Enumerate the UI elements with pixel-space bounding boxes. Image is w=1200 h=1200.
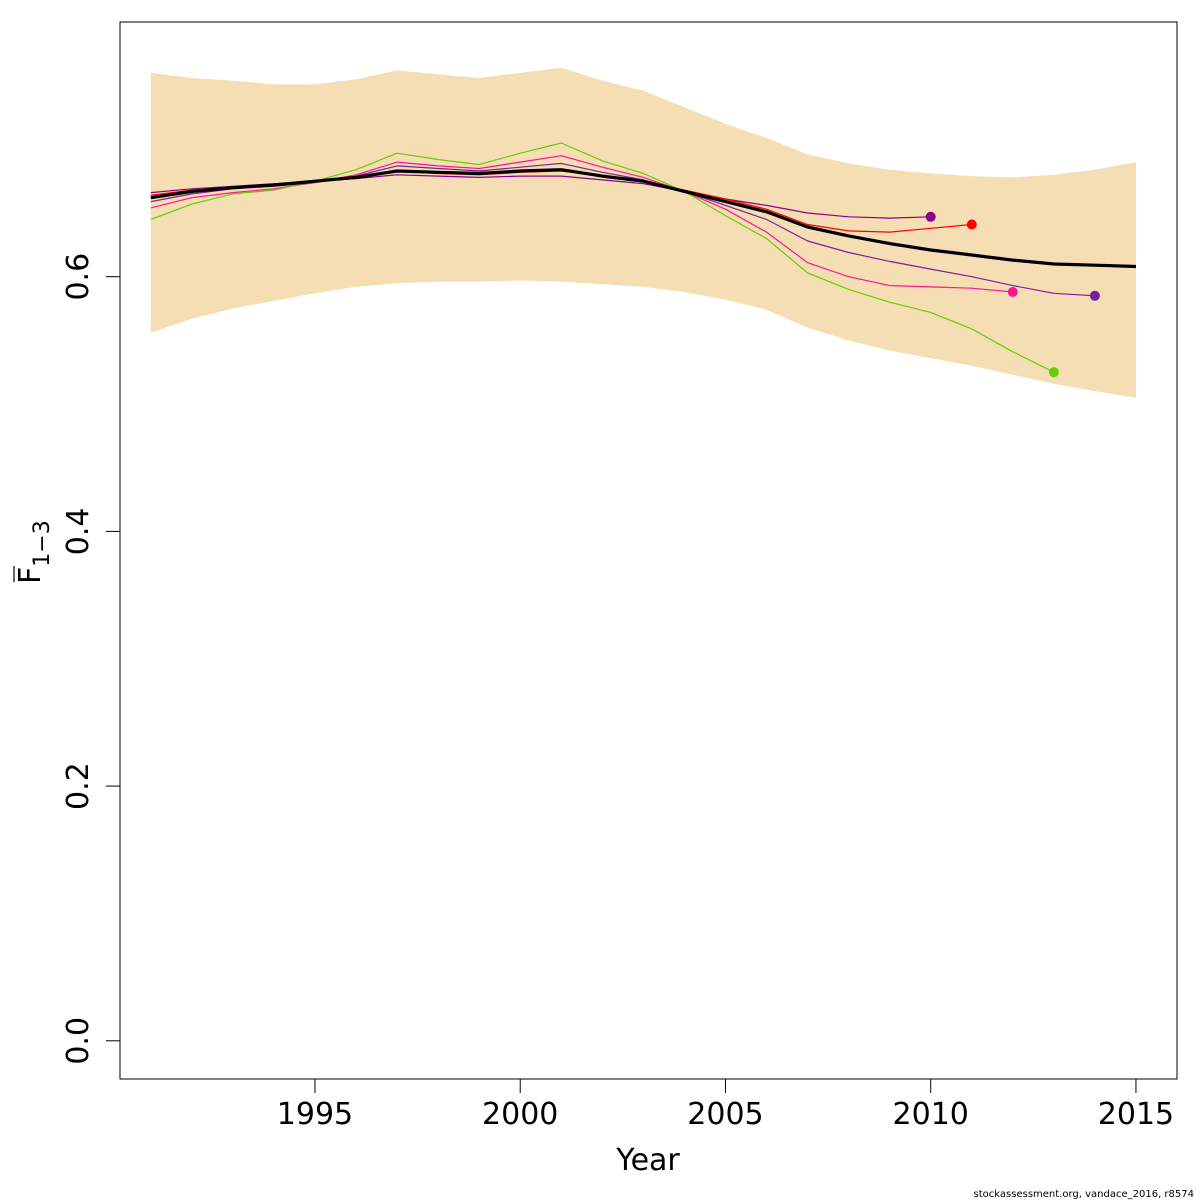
x-axis: 1995 2000 2005 2010 2015 xyxy=(277,1078,1174,1132)
series-group xyxy=(150,142,1137,378)
y-tick-label: 0.0 xyxy=(61,1017,96,1065)
series-endpoint-5 xyxy=(1089,290,1100,301)
series-endpoint-3 xyxy=(1007,287,1018,297)
y-tick-label: 0.2 xyxy=(61,762,96,810)
x-axis-title: Year xyxy=(615,1143,680,1178)
footer-credit: stockassessment.org, vandace_2016, r8574 xyxy=(974,1189,1194,1200)
y-axis-title-main: F1−3 xyxy=(13,520,55,584)
x-tick-label: 2000 xyxy=(482,1097,558,1132)
x-tick-label: 1995 xyxy=(277,1097,353,1132)
confidence-band xyxy=(150,67,1137,398)
x-tick-label: 2015 xyxy=(1098,1097,1174,1132)
y-axis: 0.0 0.2 0.4 0.6 xyxy=(61,253,121,1065)
x-tick-label: 2005 xyxy=(687,1097,763,1132)
series-endpoint-2 xyxy=(966,219,977,230)
series-endpoint-1 xyxy=(925,211,936,222)
y-axis-title: F1−3 xyxy=(13,520,55,584)
y-axis-title-subscript: 1−3 xyxy=(30,520,55,566)
y-axis-title-letter: F xyxy=(13,567,48,584)
y-tick-label: 0.4 xyxy=(61,508,96,556)
plot-area xyxy=(150,67,1137,398)
x-tick-label: 2010 xyxy=(893,1097,969,1132)
series-endpoint-4 xyxy=(1048,367,1059,378)
y-tick-label: 0.6 xyxy=(61,253,96,301)
series-line-0 xyxy=(150,168,1137,269)
